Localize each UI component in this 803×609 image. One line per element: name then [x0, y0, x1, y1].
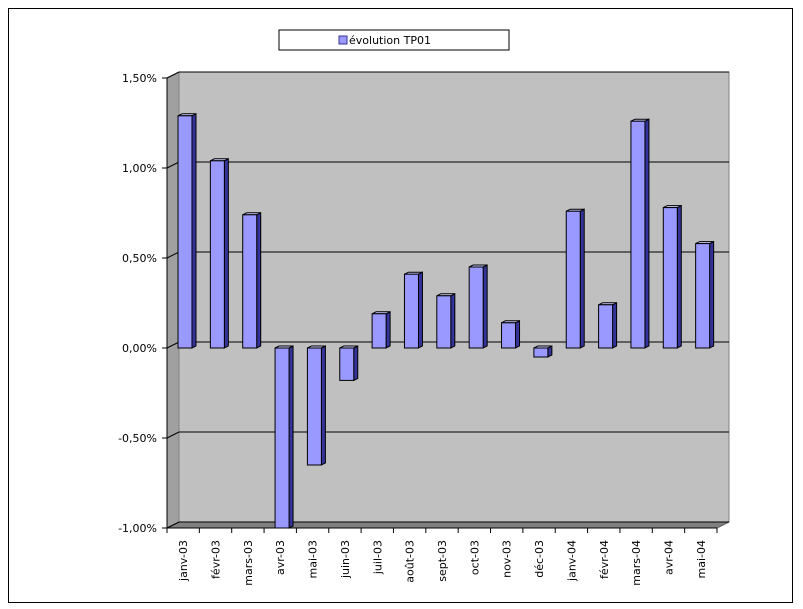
- bar-side: [676, 204, 682, 349]
- bar: [371, 310, 391, 349]
- bar-front: [501, 322, 517, 349]
- legend-box: [278, 29, 510, 51]
- bar-front: [436, 295, 452, 349]
- bar-front: [468, 266, 484, 349]
- bar-side: [450, 292, 456, 349]
- bar: [177, 112, 197, 349]
- bar-side: [644, 118, 650, 349]
- bar: [695, 240, 715, 349]
- x-tick-label: déc-03: [533, 540, 546, 578]
- y-tick-label: -0,50%: [118, 432, 157, 445]
- bar-side: [256, 211, 262, 349]
- x-tick-label: juil-03: [371, 540, 384, 575]
- bar-front: [598, 304, 614, 349]
- bar: [274, 345, 294, 529]
- gridline: [166, 71, 729, 79]
- bar: [662, 204, 682, 349]
- floor: [166, 521, 730, 529]
- x-tick-label: août-03: [404, 540, 417, 583]
- chart-frame: [8, 8, 793, 603]
- bar-side: [353, 345, 359, 382]
- x-tick-label: janv-04: [565, 540, 578, 582]
- x-tick-label: mars-04: [630, 540, 643, 586]
- x-tick-label: mars-03: [242, 540, 255, 586]
- bar: [501, 319, 521, 349]
- y-axis-ticks: 1,50% 1,00% 0,50% 0,00% -0,50% -1,00%: [118, 72, 168, 535]
- bar-side: [579, 208, 585, 349]
- bar: [630, 118, 650, 349]
- x-tick-label: nov-03: [501, 540, 514, 578]
- bar-front: [306, 347, 322, 466]
- x-tick-label: sept-03: [436, 540, 449, 582]
- bar-side: [417, 271, 423, 349]
- bar-side: [482, 264, 488, 349]
- bar: [306, 345, 326, 466]
- bar-side: [709, 240, 715, 349]
- y-tick-label: -1,00%: [118, 522, 157, 535]
- bar-side: [515, 319, 521, 349]
- bar-side: [223, 157, 229, 349]
- legend-swatch: [338, 35, 348, 45]
- x-tick-label: janv-03: [177, 540, 190, 582]
- bar: [242, 211, 262, 349]
- bar-front: [242, 214, 258, 349]
- x-tick-label: avr-04: [662, 540, 675, 575]
- x-tick-label: avr-03: [274, 540, 287, 575]
- bar: [565, 208, 585, 349]
- bar-front: [274, 347, 290, 529]
- bar: [209, 157, 229, 349]
- bar-side: [385, 310, 391, 349]
- bar: [533, 345, 553, 358]
- x-tick-label: mai-03: [307, 540, 320, 578]
- x-tick-label: juin-03: [339, 540, 352, 579]
- bar-front: [177, 115, 193, 349]
- bar: [468, 264, 488, 349]
- bar: [436, 292, 456, 349]
- bar-side: [320, 345, 326, 466]
- bar-front: [371, 313, 387, 349]
- y-tick-label: 1,50%: [122, 72, 157, 85]
- bar-front: [565, 210, 581, 349]
- bar-front: [630, 120, 646, 349]
- bar-front: [339, 347, 355, 381]
- bar-side: [191, 112, 197, 349]
- y-tick-label: 1,00%: [122, 162, 157, 175]
- gridline: [166, 431, 729, 439]
- y-tick-label: 0,00%: [122, 342, 157, 355]
- bar-front: [533, 347, 549, 358]
- bar-front: [209, 160, 225, 349]
- x-tick-label: oct-03: [468, 540, 481, 575]
- bar-side: [288, 345, 294, 529]
- y-tick-label: 0,50%: [122, 252, 157, 265]
- bar: [339, 345, 359, 382]
- bar: [598, 301, 618, 349]
- bar-front: [662, 207, 678, 349]
- side-wall: [166, 71, 180, 529]
- bars: [177, 112, 715, 529]
- bar-front: [695, 243, 711, 349]
- bar-front: [403, 273, 419, 349]
- gridline: [166, 521, 729, 529]
- legend-label: évolution TP01: [349, 34, 431, 47]
- bar: [403, 271, 423, 349]
- x-axis-ticks: janv-03 févr-03 mars-03 avr-03 mai-03 juin-03…: [166, 527, 718, 586]
- x-tick-label: mai-04: [695, 540, 708, 578]
- x-tick-label: févr-04: [598, 540, 611, 579]
- legend: évolution TP01: [278, 29, 510, 51]
- x-tick-label: févr-03: [210, 540, 223, 579]
- bar-side: [612, 301, 618, 349]
